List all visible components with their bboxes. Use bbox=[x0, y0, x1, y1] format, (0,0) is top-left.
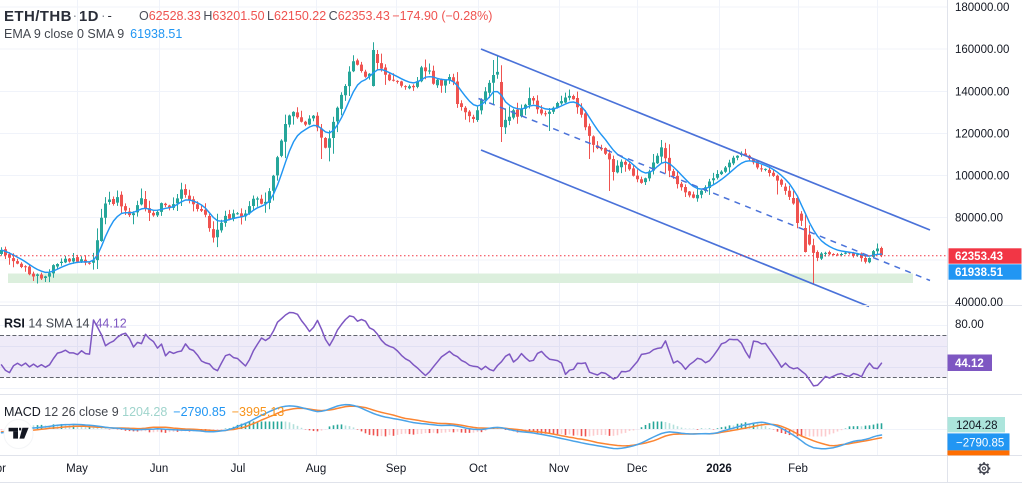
svg-text:1204.28: 1204.28 bbox=[956, 420, 998, 432]
svg-text:-: - bbox=[108, 8, 112, 23]
svg-text:2026: 2026 bbox=[706, 463, 732, 475]
svg-text:·: · bbox=[73, 7, 78, 23]
svg-text:Feb: Feb bbox=[788, 463, 808, 475]
svg-text:80000.00: 80000.00 bbox=[955, 213, 1003, 225]
svg-text:−2790.85: −2790.85 bbox=[956, 438, 1004, 450]
svg-text:120000.00: 120000.00 bbox=[955, 129, 1009, 141]
svg-text:61938.51: 61938.51 bbox=[955, 267, 1004, 279]
svg-text:140000.00: 140000.00 bbox=[955, 87, 1009, 99]
svg-text:Apr: Apr bbox=[0, 463, 6, 475]
svg-text:40000.00: 40000.00 bbox=[955, 297, 1003, 309]
svg-text:RSI 14 SMA 14 44.12: RSI 14 SMA 14 44.12 bbox=[4, 317, 127, 331]
svg-text:May: May bbox=[66, 463, 88, 475]
svg-text:Jun: Jun bbox=[150, 463, 169, 475]
svg-text:160000.00: 160000.00 bbox=[955, 44, 1009, 56]
svg-text:Dec: Dec bbox=[627, 463, 648, 475]
svg-text:Aug: Aug bbox=[306, 463, 326, 475]
svg-text:ETH/THB: ETH/THB bbox=[4, 8, 72, 25]
svg-text:100000.00: 100000.00 bbox=[955, 171, 1009, 183]
svg-text:62353.43: 62353.43 bbox=[955, 251, 1003, 263]
svg-text:EMA 9 close 0 SMA 9 61938.51: EMA 9 close 0 SMA 9 61938.51 bbox=[4, 27, 182, 41]
svg-text:Sep: Sep bbox=[386, 463, 406, 475]
svg-text:Jul: Jul bbox=[231, 463, 246, 475]
svg-text:Oct: Oct bbox=[469, 463, 488, 475]
svg-text:MACD 12 26 close 9 1204.28 −2: MACD 12 26 close 9 1204.28 −2790.85 −399… bbox=[4, 405, 284, 419]
svg-text:Nov: Nov bbox=[549, 463, 570, 475]
svg-text:1D: 1D bbox=[79, 9, 99, 25]
svg-text:44.12: 44.12 bbox=[955, 358, 984, 370]
svg-text:O62528.33 H63201.50 L62150.22: O62528.33 H63201.50 L62150.22 C62353.43 … bbox=[139, 9, 492, 23]
svg-text:80.00: 80.00 bbox=[955, 319, 984, 331]
svg-text:·: · bbox=[101, 7, 106, 23]
svg-text:180000.00: 180000.00 bbox=[955, 2, 1009, 14]
